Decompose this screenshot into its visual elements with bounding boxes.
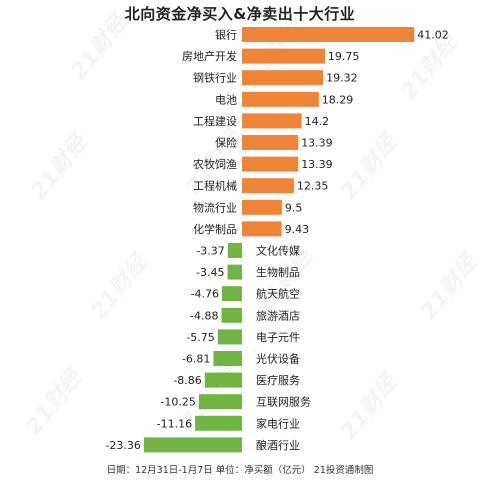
value-label: 19.32 xyxy=(326,72,358,85)
bar xyxy=(242,199,282,215)
category-label: 互联网服务 xyxy=(256,396,311,409)
category-label: 工程机械 xyxy=(193,179,237,193)
bar xyxy=(143,437,242,453)
bar xyxy=(204,372,242,388)
bar xyxy=(242,135,299,150)
value-label: -4.88 xyxy=(190,309,218,322)
value-label: 19.75 xyxy=(328,50,360,63)
category-label: 物流行业 xyxy=(193,200,237,214)
category-label: 医疗服务 xyxy=(256,373,300,387)
category-label: 房地产开发 xyxy=(182,49,237,63)
value-label: 13.39 xyxy=(301,158,333,171)
category-label: 工程建设 xyxy=(193,114,237,128)
category-label: 钢铁行业 xyxy=(193,72,237,85)
category-label: 电子元件 xyxy=(256,331,300,344)
chart-footer: 日期：12月31日-1月7日 单位：净买额（亿元） 21投资通制图 xyxy=(106,465,374,476)
bar xyxy=(242,27,415,42)
value-label: -10.25 xyxy=(160,396,195,409)
category-label: 保险 xyxy=(215,136,237,150)
bar xyxy=(242,91,319,107)
bar xyxy=(195,415,242,431)
bar xyxy=(242,113,302,129)
value-label: 14.2 xyxy=(305,115,330,128)
value-label: -11.16 xyxy=(157,417,192,430)
value-label: 41.02 xyxy=(417,29,449,42)
category-label: 光伏设备 xyxy=(256,352,300,366)
bar xyxy=(213,351,242,366)
bar xyxy=(242,221,282,237)
value-label: 9.43 xyxy=(285,223,310,236)
bar xyxy=(242,156,299,172)
bar xyxy=(221,307,242,323)
value-label: 13.39 xyxy=(301,137,333,150)
value-label: -23.36 xyxy=(105,439,140,452)
bar xyxy=(242,48,325,64)
chart-title: 北向资金净买入&净卖出十大行业 xyxy=(124,5,356,23)
category-label: 生物制品 xyxy=(256,265,300,279)
bar xyxy=(227,264,242,280)
category-label: 农牧饲渔 xyxy=(193,157,237,171)
bar xyxy=(198,394,242,410)
category-label: 银行 xyxy=(215,28,237,42)
bar xyxy=(217,329,242,345)
value-label: -3.45 xyxy=(196,266,224,279)
category-label: 家电行业 xyxy=(256,416,300,430)
category-label: 旅游酒店 xyxy=(256,308,300,322)
category-label: 文化传媒 xyxy=(256,244,300,258)
bar xyxy=(242,178,294,194)
value-label: 12.35 xyxy=(297,180,329,193)
category-label: 化学制品 xyxy=(193,222,237,236)
value-label: -4.76 xyxy=(191,288,219,301)
value-label: 18.29 xyxy=(322,93,354,106)
value-label: -5.75 xyxy=(186,331,214,344)
category-label: 酿酒行业 xyxy=(256,438,300,452)
bar xyxy=(227,243,242,258)
category-label: 航天航空 xyxy=(256,287,300,301)
bar xyxy=(242,70,324,86)
value-label: 9.5 xyxy=(285,201,303,214)
value-label: -3.37 xyxy=(196,245,224,258)
value-label: -8.86 xyxy=(173,374,201,387)
value-label: -6.81 xyxy=(182,353,210,366)
category-label: 电池 xyxy=(215,93,237,106)
bar xyxy=(222,286,242,302)
